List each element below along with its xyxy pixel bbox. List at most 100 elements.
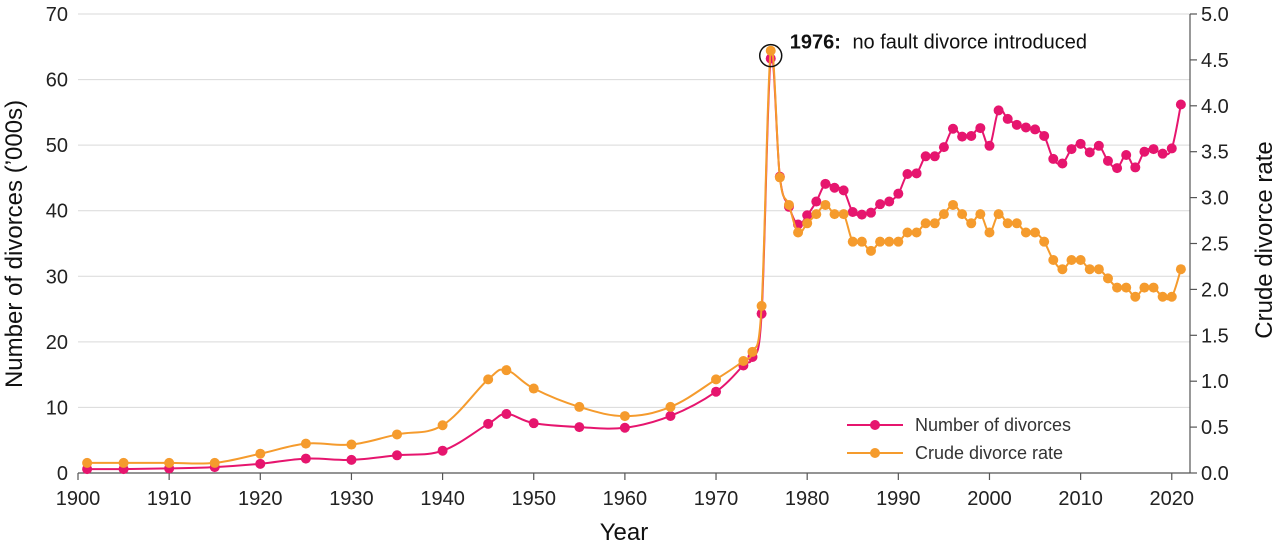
x-tick-label: 1960 (603, 488, 648, 510)
data-point-number-of-divorces (856, 209, 867, 220)
data-point-crude-divorce-rate (984, 227, 995, 238)
data-point-crude-divorce-rate (820, 199, 831, 210)
series-number-of-divorces (82, 53, 1186, 475)
legend: Number of divorces Crude divorce rate (847, 415, 1071, 463)
data-point-crude-divorce-rate (574, 401, 585, 412)
data-point-number-of-divorces (300, 453, 311, 464)
y2-tick-label: 0.5 (1201, 417, 1229, 439)
data-point-number-of-divorces (1093, 140, 1104, 151)
data-point-crude-divorce-rate (893, 236, 904, 247)
y-tick-label: 70 (46, 4, 68, 26)
data-point-number-of-divorces (993, 105, 1004, 116)
y2-tick-label: 1.0 (1201, 371, 1229, 393)
data-point-crude-divorce-rate (1139, 282, 1150, 293)
data-point-crude-divorce-rate (255, 448, 266, 459)
x-tick-label: 1980 (785, 488, 830, 510)
data-point-number-of-divorces (811, 196, 822, 207)
data-point-number-of-divorces (802, 210, 813, 221)
data-point-crude-divorce-rate (802, 218, 813, 229)
data-point-crude-divorce-rate (765, 45, 776, 56)
data-point-number-of-divorces (1148, 144, 1159, 155)
data-point-crude-divorce-rate (1166, 291, 1177, 302)
annotation-label: 1976: no fault divorce introduced (790, 32, 1087, 54)
series-line-crude-divorce-rate (87, 46, 1182, 465)
data-point-number-of-divorces (966, 130, 977, 141)
data-point-number-of-divorces (1166, 143, 1177, 154)
data-point-number-of-divorces (847, 207, 858, 218)
legend-marker (870, 448, 880, 458)
data-point-number-of-divorces (528, 418, 539, 429)
data-point-crude-divorce-rate (747, 346, 758, 357)
data-point-crude-divorce-rate (865, 245, 876, 256)
data-point-number-of-divorces (619, 422, 630, 433)
y-tick-label: 60 (46, 70, 68, 92)
data-point-number-of-divorces (1157, 148, 1168, 159)
annotation-text: no fault divorce introduced (852, 32, 1087, 54)
data-point-number-of-divorces (1057, 158, 1068, 169)
data-point-crude-divorce-rate (1102, 273, 1113, 284)
data-point-crude-divorce-rate (1175, 264, 1186, 275)
x-tick-label: 2000 (967, 488, 1012, 510)
y-tick-label: 10 (46, 397, 68, 419)
x-tick-label: 2020 (1150, 488, 1195, 510)
data-point-crude-divorce-rate (619, 411, 630, 422)
data-point-crude-divorce-rate (856, 236, 867, 247)
y-tick-label: 0 (57, 463, 68, 485)
data-point-crude-divorce-rate (929, 218, 940, 229)
data-point-crude-divorce-rate (346, 439, 357, 450)
data-point-number-of-divorces (1066, 144, 1077, 155)
data-point-crude-divorce-rate (1075, 255, 1086, 266)
data-point-crude-divorce-rate (1121, 282, 1132, 293)
x-tick-label: 1990 (876, 488, 921, 510)
data-point-number-of-divorces (1130, 162, 1141, 173)
data-point-number-of-divorces (711, 386, 722, 397)
data-point-crude-divorce-rate (1011, 218, 1022, 229)
data-point-crude-divorce-rate (483, 374, 494, 385)
data-point-number-of-divorces (255, 458, 266, 469)
data-point-number-of-divorces (1075, 138, 1086, 149)
data-point-crude-divorce-rate (829, 209, 840, 220)
data-point-number-of-divorces (1121, 149, 1132, 160)
x-axis-title: Year (600, 519, 649, 546)
x-tick-label: 1940 (420, 488, 465, 510)
legend-marker (870, 420, 880, 430)
data-point-crude-divorce-rate (1057, 264, 1068, 275)
data-point-crude-divorce-rate (1112, 282, 1123, 293)
x-tick-label: 1910 (147, 488, 192, 510)
data-point-number-of-divorces (893, 188, 904, 199)
data-point-crude-divorce-rate (118, 457, 129, 468)
data-point-number-of-divorces (911, 168, 922, 179)
data-point-crude-divorce-rate (911, 227, 922, 238)
series-crude-divorce-rate (82, 45, 1186, 468)
annotation-year: 1976: (790, 32, 841, 54)
data-point-number-of-divorces (975, 123, 986, 134)
data-point-crude-divorce-rate (300, 438, 311, 449)
data-point-number-of-divorces (984, 140, 995, 151)
data-point-crude-divorce-rate (966, 218, 977, 229)
data-point-number-of-divorces (1112, 163, 1123, 174)
data-point-crude-divorce-rate (501, 365, 512, 376)
data-point-number-of-divorces (346, 454, 357, 465)
data-point-number-of-divorces (665, 410, 676, 421)
data-point-number-of-divorces (1020, 122, 1031, 133)
data-point-crude-divorce-rate (738, 356, 749, 367)
x-tick-label: 2010 (1058, 488, 1103, 510)
data-point-crude-divorce-rate (1002, 218, 1013, 229)
data-point-crude-divorce-rate (957, 209, 968, 220)
data-point-crude-divorce-rate (975, 209, 986, 220)
data-point-crude-divorce-rate (1093, 264, 1104, 275)
legend-label: Number of divorces (915, 415, 1071, 435)
y2-tick-label: 4.5 (1201, 50, 1229, 72)
y2-tick-label: 3.5 (1201, 142, 1229, 164)
data-point-crude-divorce-rate (1039, 236, 1050, 247)
x-tick-label: 1950 (511, 488, 556, 510)
data-point-crude-divorce-rate (1066, 255, 1077, 266)
data-point-crude-divorce-rate (437, 420, 448, 431)
data-point-number-of-divorces (884, 196, 895, 207)
data-point-crude-divorce-rate (1020, 227, 1031, 238)
y-axis-title: Number of divorces (’000s) (1, 100, 28, 388)
data-point-crude-divorce-rate (1157, 291, 1168, 302)
data-point-crude-divorce-rate (209, 457, 220, 468)
data-point-number-of-divorces (929, 151, 940, 162)
